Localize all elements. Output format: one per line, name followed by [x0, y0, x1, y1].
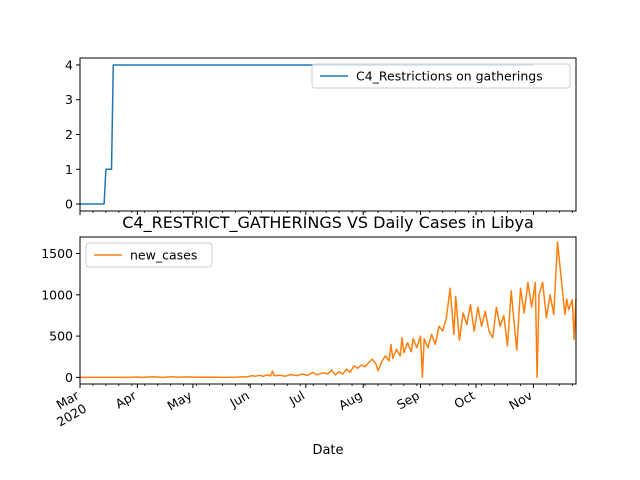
- x-tick-label: Aug: [336, 388, 365, 413]
- x-tick-label-line: Nov: [506, 387, 535, 412]
- upper-chart-restrictions: 0 1 2 3 4 C4_Restrictions on gatherings: [65, 57, 577, 215]
- legend-label: new_cases: [130, 248, 197, 263]
- y-tick-label: 500: [49, 329, 73, 344]
- x-tick-label: Mar2020: [46, 387, 89, 429]
- x-axis-label: Date: [312, 443, 343, 458]
- y-tick-label: 1: [65, 162, 73, 177]
- legend-box: [311, 63, 571, 89]
- lower-chart-title: C4_RESTRICT_GATHERINGS VS Daily Cases in…: [122, 213, 534, 233]
- lower-chart-new-cases: 0 500 1000 1500 new_cases Mar2020 Apr May Jun Jul…: [41, 236, 577, 429]
- series-line: [80, 241, 577, 379]
- y-tick-label: 1500: [41, 246, 73, 261]
- y-tick-label: 0: [65, 197, 73, 212]
- x-tick-label-line: May: [165, 387, 195, 413]
- x-tick-label-line: Oct: [451, 388, 477, 412]
- y-tick-label: 1000: [41, 287, 73, 302]
- y-tick-label: 2: [65, 127, 73, 142]
- legend: new_cases: [85, 242, 213, 268]
- legend: C4_Restrictions on gatherings: [311, 63, 571, 89]
- axes-frame: [79, 57, 577, 212]
- x-tick-label-line: Sep: [394, 388, 422, 413]
- axes-frame: [79, 236, 577, 385]
- x-tick-label: May: [165, 387, 195, 413]
- series-line: [80, 64, 534, 205]
- x-tick-label-line: Apr: [113, 387, 140, 411]
- y-tick-label: 0: [65, 370, 73, 385]
- y-tick-label: 4: [65, 57, 73, 72]
- x-tick-label-line: Aug: [336, 388, 365, 413]
- x-tick-label: Jun: [226, 388, 251, 411]
- y-tick-label: 3: [65, 92, 73, 107]
- x-tick-label: Oct: [451, 388, 477, 412]
- x-tick-label: Apr: [113, 387, 140, 411]
- legend-box: [85, 242, 213, 268]
- legend-label: C4_Restrictions on gatherings: [356, 69, 543, 84]
- x-tick-label: Sep: [394, 388, 422, 413]
- x-tick-label: Jul: [286, 388, 307, 409]
- x-tick-label: Nov: [506, 387, 535, 412]
- x-tick-label-line: Jul: [286, 388, 307, 409]
- x-tick-label-line: Jun: [226, 388, 251, 411]
